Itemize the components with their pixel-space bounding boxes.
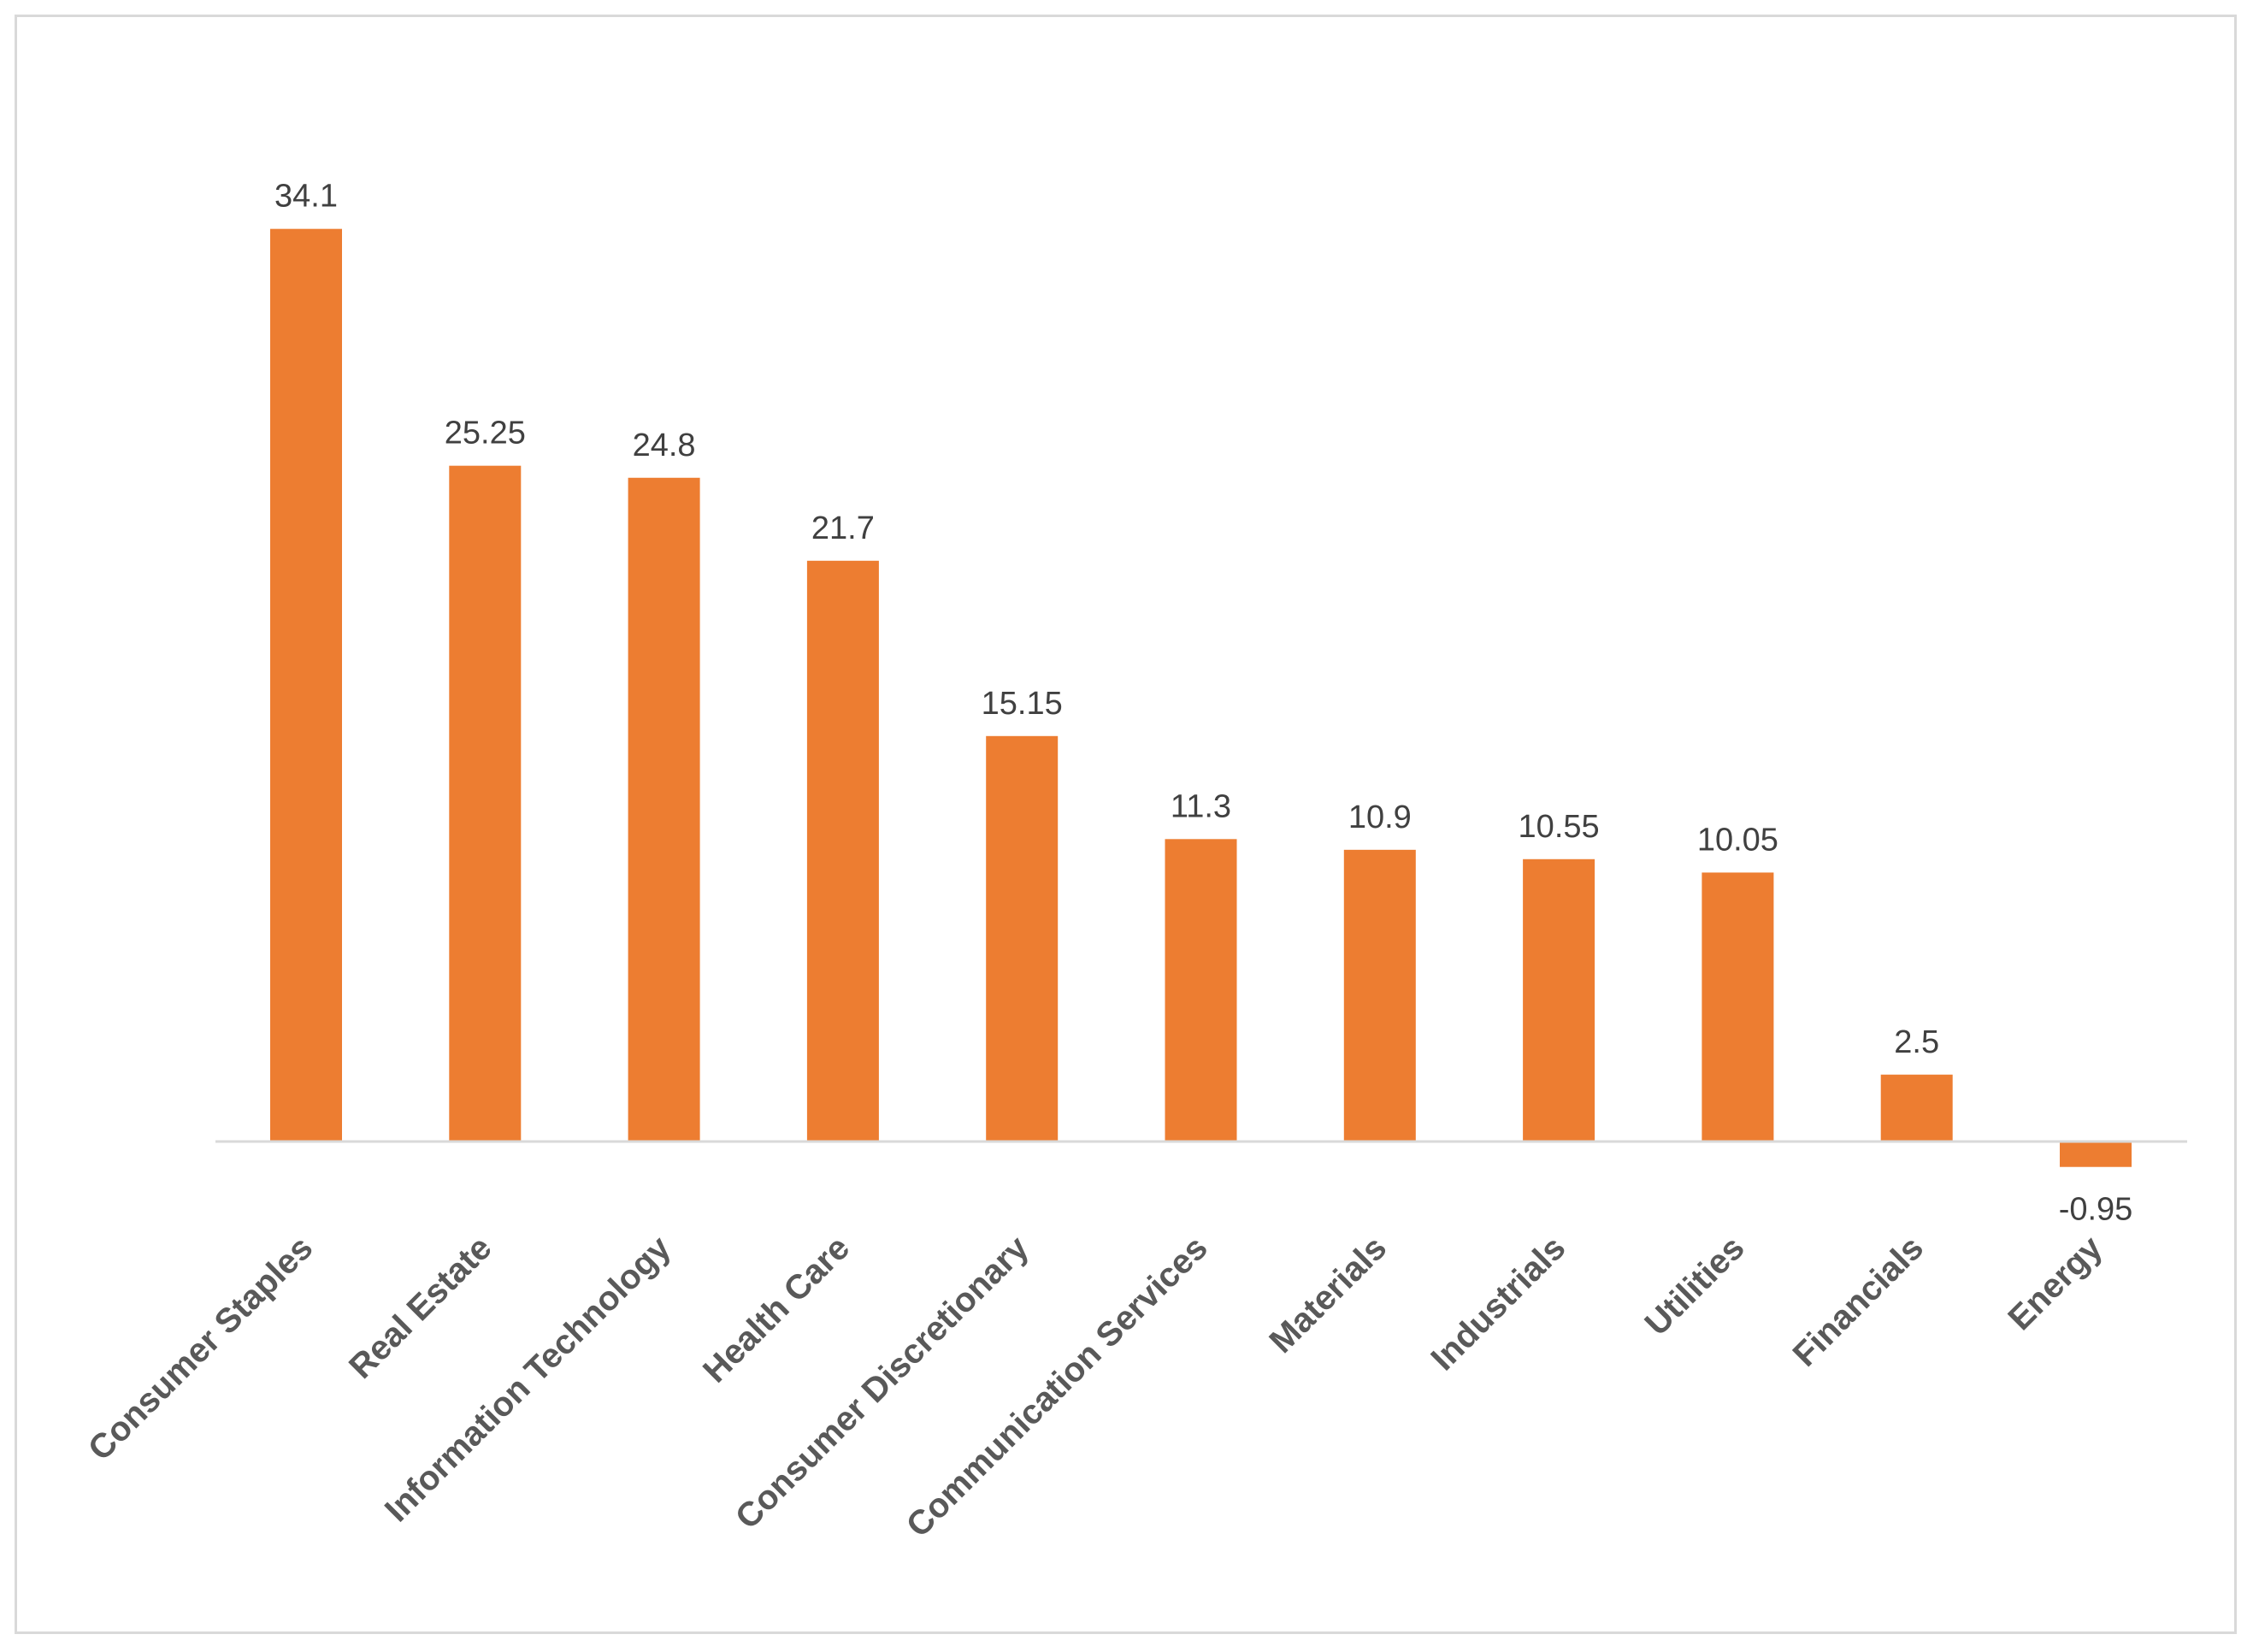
- bar-3: [628, 477, 700, 1142]
- bar-10: [1880, 1074, 1953, 1142]
- bar-2: [449, 465, 522, 1142]
- data-label-8: 10.55: [1519, 809, 1600, 845]
- bar-7: [1343, 849, 1416, 1142]
- value-labels-layer: 34.1 25.25 24.8 21.7 15.15 11.3 10.9 10.55 10.05…: [274, 179, 2132, 1228]
- data-label-11: -0.95: [2059, 1192, 2133, 1228]
- bar-5: [986, 735, 1059, 1142]
- category-label-8: Industrials: [1424, 1229, 1572, 1378]
- category-label-5: Consumer Discretionary: [728, 1229, 1036, 1537]
- bars-layer: [270, 228, 2132, 1167]
- data-label-5: 15.15: [982, 686, 1063, 722]
- data-label-4: 21.7: [811, 510, 875, 546]
- category-label-4: Health Care: [696, 1229, 857, 1389]
- category-label-7: Materials: [1262, 1229, 1394, 1360]
- category-label-3: Information Technology: [378, 1229, 679, 1530]
- data-label-9: 10.05: [1697, 822, 1778, 858]
- bar-11: [2060, 1142, 2132, 1167]
- category-label-11: Energy: [2001, 1229, 2110, 1338]
- bar-1: [270, 228, 342, 1142]
- data-label-7: 10.9: [1348, 799, 1412, 835]
- category-label-1: Consumer Staples: [81, 1229, 320, 1467]
- data-label-10: 2.5: [1894, 1024, 1939, 1060]
- data-label-1: 34.1: [274, 179, 338, 215]
- bar-8: [1523, 858, 1595, 1142]
- bar-4: [806, 560, 879, 1142]
- bar-9: [1702, 872, 1774, 1142]
- data-label-6: 11.3: [1171, 788, 1231, 824]
- category-label-6: Communication Services: [899, 1229, 1215, 1544]
- chart-frame: [15, 15, 2237, 1634]
- category-label-9: Utilities: [1637, 1229, 1751, 1342]
- bar-6: [1165, 839, 1237, 1142]
- data-label-3: 24.8: [633, 428, 696, 463]
- category-label-10: Financials: [1786, 1229, 1931, 1373]
- data-label-2: 25.25: [445, 416, 526, 451]
- category-label-2: Real Estate: [342, 1229, 499, 1386]
